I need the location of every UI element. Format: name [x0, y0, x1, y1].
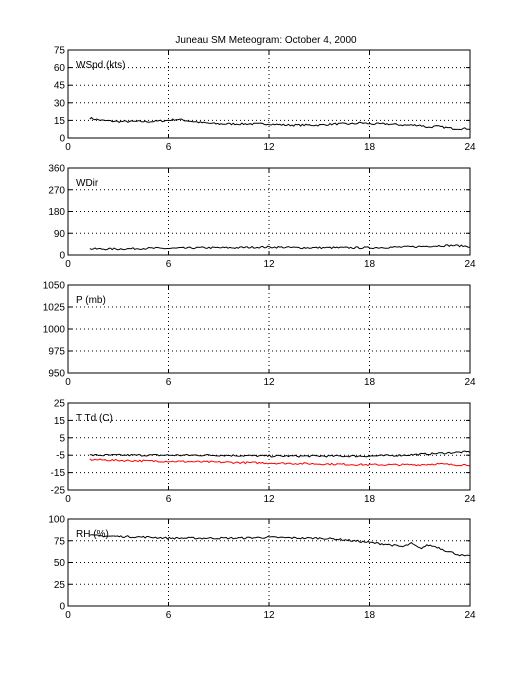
panel-label: T Td (C) [76, 413, 113, 424]
x-tick-label: 6 [166, 494, 172, 505]
chart-title: Juneau SM Meteogram: October 4, 2000 [175, 35, 357, 46]
series-line-2 [89, 458, 471, 467]
y-tick-label: 15 [54, 116, 66, 127]
x-tick-label: 6 [166, 142, 172, 153]
panel-label: P (mb) [76, 295, 106, 306]
x-tick-label: 18 [364, 259, 376, 270]
y-tick-label: 75 [54, 536, 66, 547]
y-tick-label: -15 [51, 468, 66, 479]
x-tick-label: 24 [464, 610, 476, 621]
panel-1: 0 6 12 18 24 0 15 30 45 60 75 WSpd (kts) [54, 46, 476, 154]
y-tick-label: 1000 [43, 325, 66, 336]
y-tick-label: -5 [56, 451, 65, 462]
y-tick-label: 180 [48, 207, 65, 218]
y-tick-label: 45 [54, 81, 66, 92]
y-tick-label: 950 [48, 369, 65, 380]
y-tick-label: 25 [54, 580, 66, 591]
series-line-1 [89, 450, 471, 458]
series-line-1 [89, 116, 471, 131]
y-tick-label: 25 [54, 399, 66, 410]
y-tick-label: -25 [51, 486, 66, 497]
x-tick-label: 12 [263, 494, 275, 505]
y-tick-label: 90 [54, 229, 66, 240]
x-tick-label: 18 [364, 377, 376, 388]
series-line-1 [89, 244, 471, 251]
x-tick-label: 24 [464, 142, 476, 153]
y-tick-label: 0 [59, 134, 65, 145]
y-tick-label: 50 [54, 558, 66, 569]
x-tick-label: 0 [65, 377, 71, 388]
x-tick-label: 6 [166, 610, 172, 621]
x-tick-label: 18 [364, 610, 376, 621]
x-tick-label: 12 [263, 259, 275, 270]
x-tick-label: 24 [464, 494, 476, 505]
series-line-1 [89, 534, 471, 557]
x-tick-label: 24 [464, 377, 476, 388]
x-tick-label: 12 [263, 610, 275, 621]
x-tick-label: 18 [364, 142, 376, 153]
y-tick-label: 5 [59, 433, 65, 444]
y-tick-label: 975 [48, 347, 65, 358]
y-tick-label: 15 [54, 416, 66, 427]
panel-label: WDir [76, 178, 99, 189]
y-tick-label: 270 [48, 185, 65, 196]
x-tick-label: 0 [65, 610, 71, 621]
y-tick-label: 75 [54, 46, 66, 57]
x-tick-label: 0 [65, 142, 71, 153]
y-tick-label: 1025 [43, 303, 66, 314]
panel-3: 0 6 12 18 24 950 975 1000 1025 1050 P (mb) [43, 281, 476, 389]
panel-2: 0 6 12 18 24 0 90 180 270 360 WDir [48, 164, 476, 271]
panel-5: 0 6 12 18 24 0 25 50 75 100 RH (%) [48, 515, 476, 622]
x-tick-label: 18 [364, 494, 376, 505]
panel-label: RH (%) [76, 529, 109, 540]
y-tick-label: 360 [48, 164, 65, 175]
y-tick-label: 0 [59, 251, 65, 262]
y-tick-label: 0 [59, 602, 65, 613]
x-tick-label: 0 [65, 259, 71, 270]
y-tick-label: 100 [48, 515, 65, 526]
x-tick-label: 24 [464, 259, 476, 270]
y-tick-label: 30 [54, 98, 66, 109]
x-tick-label: 0 [65, 494, 71, 505]
panel-4: 0 6 12 18 24 -25 -15 -5 5 15 25 T Td (C) [51, 399, 476, 506]
x-tick-label: 6 [166, 377, 172, 388]
x-tick-label: 6 [166, 259, 172, 270]
y-tick-label: 1050 [43, 281, 66, 292]
x-tick-label: 12 [263, 377, 275, 388]
x-tick-label: 12 [263, 142, 275, 153]
panel-label: WSpd (kts) [76, 60, 125, 71]
y-tick-label: 60 [54, 63, 66, 74]
